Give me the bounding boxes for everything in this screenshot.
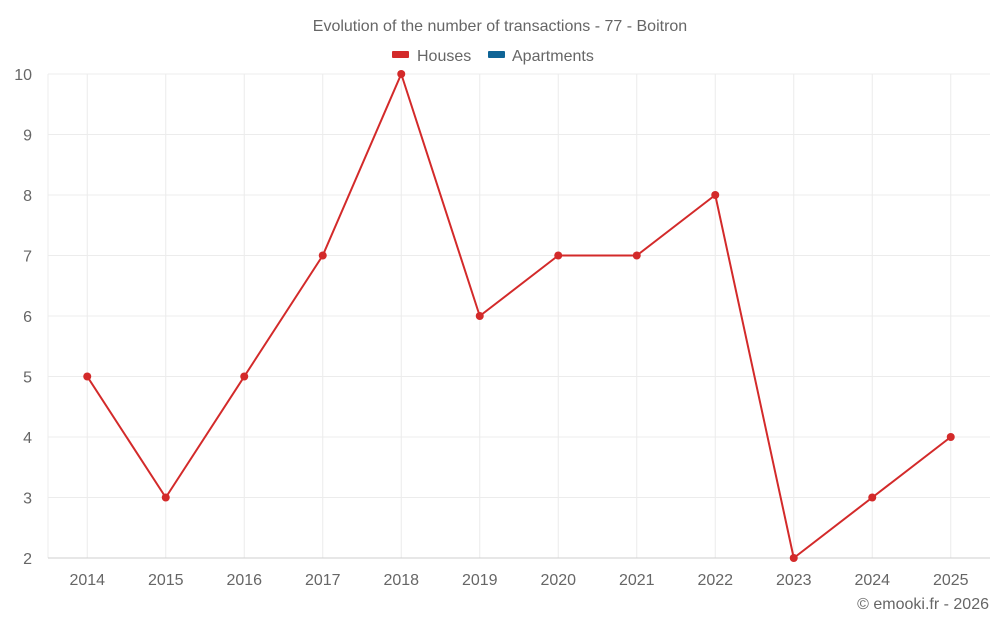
x-tick-label: 2025 — [933, 572, 969, 589]
y-tick-label: 4 — [23, 430, 32, 447]
grid — [47, 73, 990, 559]
data-point-houses[interactable] — [554, 251, 563, 260]
y-tick-label: 3 — [23, 491, 32, 508]
legend-label-houses: Houses — [417, 48, 471, 65]
x-tick-label: 2014 — [69, 572, 105, 589]
data-point-houses[interactable] — [161, 493, 170, 502]
series-line-houses — [86, 73, 952, 559]
x-tick-label: 2018 — [383, 572, 419, 589]
data-point-houses[interactable] — [397, 70, 406, 78]
legend-label-apartments: Apartments — [512, 48, 594, 65]
data-point-houses[interactable] — [632, 251, 641, 260]
data-point-houses[interactable] — [318, 251, 327, 260]
y-tick-label: 7 — [23, 249, 32, 266]
legend: Houses Apartments — [392, 48, 594, 65]
y-tick-label: 2 — [23, 551, 32, 568]
y-tick-label: 10 — [14, 67, 32, 84]
x-tick-label: 2024 — [854, 572, 890, 589]
legend-item-houses[interactable]: Houses — [392, 48, 471, 65]
legend-swatch-apartments — [488, 51, 505, 58]
y-tick-label: 5 — [23, 370, 32, 387]
x-tick-label: 2020 — [540, 572, 576, 589]
legend-item-apartments[interactable]: Apartments — [488, 48, 594, 65]
data-point-houses[interactable] — [240, 372, 249, 381]
x-tick-label: 2015 — [148, 572, 184, 589]
series-layer — [83, 70, 955, 562]
data-point-houses[interactable] — [83, 372, 92, 381]
data-point-houses[interactable] — [946, 433, 955, 441]
x-tick-label: 2023 — [776, 572, 812, 589]
chart-title: Evolution of the number of transactions … — [313, 18, 687, 35]
x-axis-ticks: 2014 2015 2016 2017 2018 2019 2020 2021 2022 2023… — [69, 572, 968, 589]
data-point-houses[interactable] — [868, 493, 877, 502]
legend-swatch-houses — [392, 51, 409, 58]
y-tick-label: 9 — [23, 128, 32, 145]
y-tick-label: 6 — [23, 309, 32, 326]
data-point-houses[interactable] — [789, 554, 798, 562]
data-point-houses[interactable] — [475, 312, 484, 320]
x-tick-label: 2016 — [226, 572, 262, 589]
data-point-houses[interactable] — [711, 191, 720, 199]
x-tick-label: 2017 — [305, 572, 341, 589]
x-tick-label: 2019 — [462, 572, 498, 589]
x-tick-label: 2022 — [697, 572, 733, 589]
y-axis-ticks: 2 3 4 5 6 7 8 9 10 — [14, 67, 32, 568]
credit-text: © emooki.fr - 2026 — [857, 596, 989, 613]
x-tick-label: 2021 — [619, 572, 655, 589]
y-tick-label: 8 — [23, 188, 32, 205]
